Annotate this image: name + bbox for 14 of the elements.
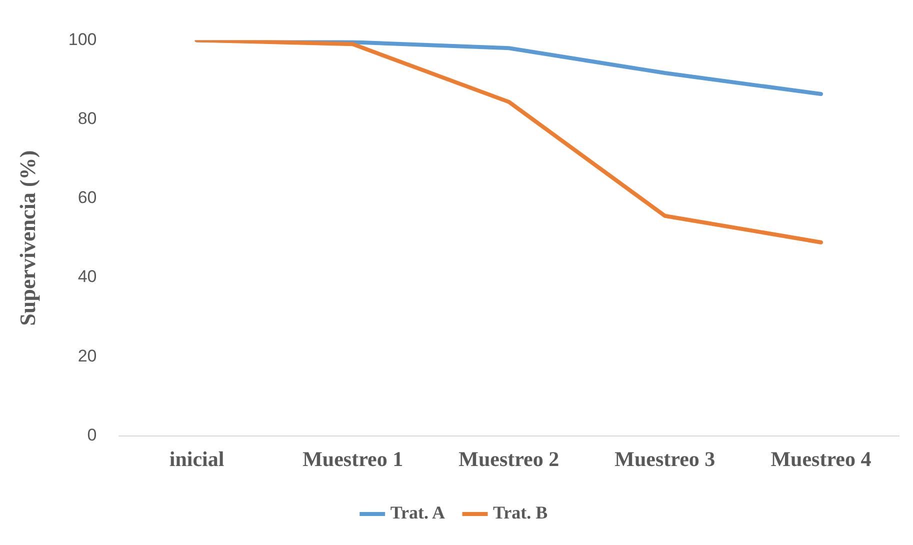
legend-label: Trat. A (390, 502, 446, 523)
x-tick-label: Muestreo 2 (458, 446, 560, 471)
y-tick-label: 100 (68, 30, 97, 49)
x-tick-label: Muestreo 1 (302, 446, 404, 471)
y-tick-label: 80 (78, 109, 97, 128)
y-tick-label: 40 (78, 267, 97, 286)
x-tick-label: Muestreo 4 (770, 446, 872, 471)
y-tick-label: 20 (78, 346, 97, 366)
legend-label: Trat. B (492, 502, 548, 523)
y-tick-label: 60 (78, 188, 97, 208)
y-tick-label: 0 (87, 425, 97, 444)
x-tick-label: Muestreo 3 (614, 446, 716, 471)
x-tick-label: inicial (169, 446, 224, 471)
y-axis-title: Supervivencia (%) (14, 150, 40, 326)
